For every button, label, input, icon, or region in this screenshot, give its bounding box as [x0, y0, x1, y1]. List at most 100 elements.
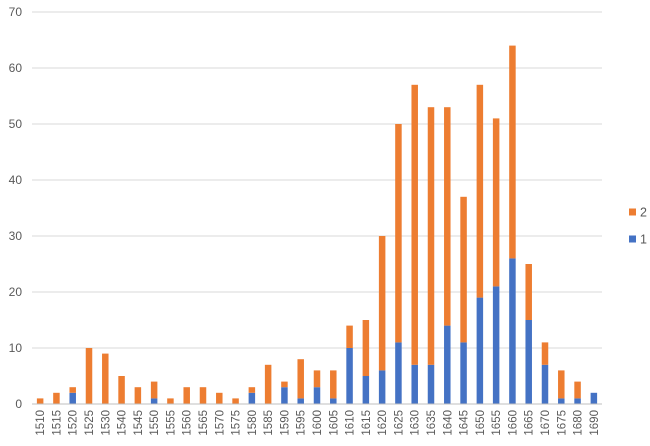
y-tick-label: 60: [9, 61, 23, 75]
bar-series-2-1515: [53, 392, 60, 404]
bar-series-1-1665: [525, 320, 532, 404]
bar-series-2-1655: [492, 118, 500, 287]
y-tick-label: 50: [9, 117, 23, 131]
y-tick-label: 30: [9, 229, 23, 243]
x-tick-label: 1520: [68, 410, 80, 436]
bar-series-1-1580: [248, 392, 256, 404]
bar-series-1-1640: [444, 325, 451, 404]
x-tick-label: 1600: [312, 410, 324, 436]
x-tick-label: 1585: [263, 410, 275, 436]
y-tick-label: 0: [15, 397, 22, 411]
x-tick-label: 1605: [328, 410, 340, 436]
bar-series-2-1560: [183, 387, 190, 404]
bar-series-2-1595: [297, 359, 304, 399]
bar-series-2-1630: [411, 84, 418, 365]
y-tick-label: 20: [9, 285, 23, 299]
bar-series-2-1525: [85, 348, 93, 404]
bar-series-1-1645: [460, 342, 467, 404]
x-tick-label: 1660: [507, 410, 519, 436]
y-tick-label: 70: [9, 5, 23, 19]
bar-series-2-1645: [460, 196, 467, 343]
x-tick-label: 1640: [442, 410, 454, 436]
bar-series-1-1675: [558, 398, 565, 404]
x-tick-label: 1690: [589, 410, 601, 436]
bar-series-1-1690: [590, 392, 598, 404]
x-tick-label: 1515: [51, 410, 63, 436]
bar-series-1-1605: [330, 398, 337, 404]
bar-series-2-1545: [134, 387, 142, 404]
x-tick-label: 1615: [361, 410, 373, 436]
bar-series-1-1635: [427, 364, 435, 404]
x-tick-label: 1670: [540, 410, 552, 436]
bar-series-2-1520: [69, 387, 76, 393]
x-tick-label: 1635: [426, 410, 438, 436]
bar-series-2-1540: [118, 376, 125, 404]
bar-series-1-1680: [574, 398, 581, 404]
bar-series-2-1680: [574, 381, 581, 399]
x-tick-label: 1680: [573, 410, 585, 436]
legend: 21: [629, 206, 647, 247]
bar-series-2-1555: [167, 398, 174, 404]
x-tick-label: 1575: [231, 410, 243, 436]
x-tick-label: 1570: [214, 410, 226, 436]
bar-series-2-1615: [362, 320, 370, 376]
bar-series-1-1620: [378, 370, 386, 404]
bar-series-2-1585: [264, 364, 272, 404]
bar-series-2-1675: [558, 370, 565, 399]
x-tick-label: 1565: [198, 410, 210, 436]
legend-swatch-2: [629, 208, 636, 216]
y-tick-label: 40: [9, 173, 23, 187]
bar-series-2-1640: [444, 107, 451, 326]
bar-series-2-1605: [330, 370, 337, 399]
bar-series-1-1660: [509, 258, 516, 404]
bar-series-2-1610: [346, 325, 353, 348]
bar-series-2-1590: [281, 381, 288, 388]
bar-series-2-1510: [36, 398, 44, 404]
bar-series-2-1600: [313, 370, 321, 388]
x-tick-label: 1630: [410, 410, 422, 436]
x-tick-label: 1610: [345, 410, 357, 436]
x-tick-label: 1560: [182, 410, 194, 436]
legend-label-1: 1: [640, 233, 647, 247]
y-tick-label: 10: [9, 341, 23, 355]
x-tick-label: 1555: [165, 410, 177, 436]
x-tick-label: 1650: [475, 410, 487, 436]
bar-series-1-1610: [346, 348, 353, 404]
x-tick-label: 1595: [296, 410, 308, 436]
bar-series-2-1635: [427, 107, 435, 365]
bar-series-2-1530: [102, 353, 109, 404]
gridlines: [32, 11, 602, 349]
x-tick-label: 1675: [556, 410, 568, 436]
bar-series-1-1630: [411, 364, 418, 404]
bar-series-2-1660: [509, 45, 516, 259]
bar-series-2-1665: [525, 264, 532, 320]
bar-series-2-1620: [378, 236, 386, 371]
x-tick-label: 1645: [459, 410, 471, 436]
bar-series-1-1625: [395, 342, 402, 404]
bar-series-2-1650: [476, 84, 484, 298]
x-tick-label: 1540: [117, 410, 129, 436]
bar-series-2-1550: [150, 381, 158, 399]
bar-series-2-1670: [541, 342, 549, 365]
x-tick-label: 1530: [100, 410, 112, 436]
x-tick-label: 1510: [35, 410, 47, 436]
bar-series-1-1595: [297, 398, 304, 404]
x-tick-label: 1665: [524, 410, 536, 436]
bar-series-2-1625: [395, 124, 402, 343]
x-tick-label: 1625: [393, 410, 405, 436]
bar-series-2-1570: [216, 392, 223, 404]
bar-series-1-1615: [362, 376, 370, 404]
bars: [36, 45, 598, 404]
bar-series-1-1600: [313, 387, 321, 404]
x-tick-label: 1590: [279, 410, 291, 436]
bar-series-1-1550: [150, 398, 158, 404]
bar-series-2-1575: [232, 398, 239, 404]
x-tick-label: 1655: [491, 410, 503, 436]
bar-series-1-1520: [69, 392, 76, 404]
legend-label-2: 2: [640, 206, 647, 220]
x-tick-label: 1620: [377, 410, 389, 436]
axes: 0 10 20 30 40 50 60 70 1510 1515 1520 1525 1530 1540 1…: [9, 5, 602, 436]
bar-series-1-1670: [541, 364, 549, 404]
